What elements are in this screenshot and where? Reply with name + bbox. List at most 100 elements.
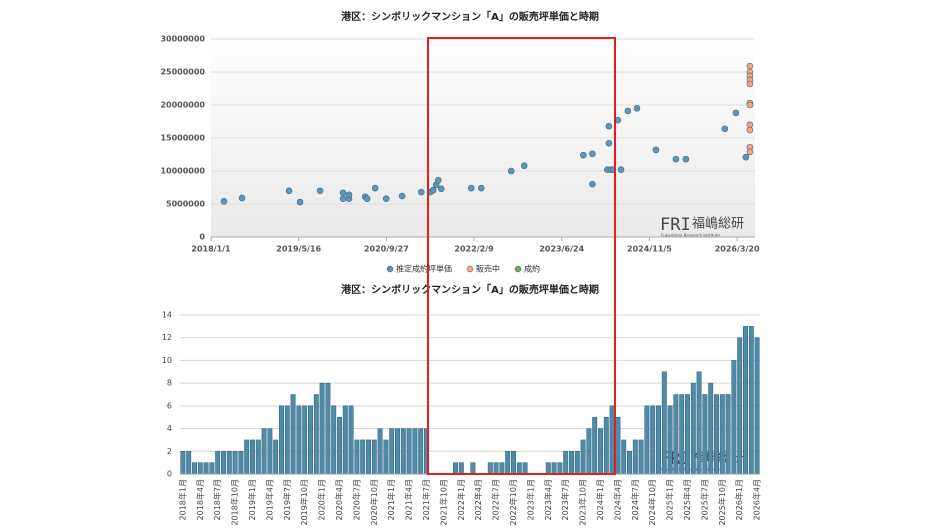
x-tick-label: 2019年7月 xyxy=(282,479,292,520)
x-tick-label: 2018年4月 xyxy=(195,479,205,520)
bar xyxy=(192,462,197,475)
bar xyxy=(650,405,656,475)
y-tick-label: 10000000 xyxy=(160,167,205,176)
bar xyxy=(487,462,493,475)
x-tick-label: 2021年7月 xyxy=(421,479,431,520)
bar xyxy=(714,394,719,475)
scatter-point xyxy=(316,187,324,195)
x-tick-label: 2025年7月 xyxy=(699,479,709,520)
bar xyxy=(615,416,621,475)
scatter-point xyxy=(417,188,425,196)
scatter-point xyxy=(238,194,246,202)
scatter-point xyxy=(624,107,632,115)
bar xyxy=(348,405,354,475)
bar xyxy=(180,451,186,475)
y-tick-label: 30000000 xyxy=(160,35,205,44)
bar xyxy=(400,428,406,475)
bar xyxy=(244,439,250,475)
bar xyxy=(545,462,551,475)
y-tick-label: 0 xyxy=(167,470,172,479)
bar xyxy=(493,462,499,475)
scatter-point xyxy=(437,185,445,193)
bar xyxy=(261,428,267,475)
bar xyxy=(580,439,586,475)
legend-marker xyxy=(386,265,394,273)
scatter-point xyxy=(477,184,485,192)
x-tick-label: 2020年4月 xyxy=(334,479,344,520)
scatter-point xyxy=(605,122,613,130)
bar xyxy=(656,405,661,475)
bar xyxy=(748,326,754,475)
bar xyxy=(319,382,325,475)
scatter-point xyxy=(398,192,406,200)
scatter-point xyxy=(746,62,754,70)
scatter-point xyxy=(296,198,304,206)
bar xyxy=(209,462,215,475)
scatter-point xyxy=(345,191,353,199)
bar xyxy=(592,416,598,475)
scatter-point xyxy=(363,195,371,203)
bar xyxy=(360,439,366,475)
x-tick-label: 2018/1/1 xyxy=(191,245,231,254)
scatter-point xyxy=(507,167,515,175)
x-tick-label: 2021年1月 xyxy=(386,479,396,520)
bar xyxy=(499,462,505,475)
watermark-sub: Fukushima Research Institute xyxy=(661,467,720,472)
scatter-point xyxy=(520,162,528,170)
bar xyxy=(702,394,708,475)
y-tick-label: 6 xyxy=(167,401,172,410)
watermark-logo: FRI xyxy=(660,215,691,235)
x-tick-label: 2020年7月 xyxy=(351,479,361,520)
bar xyxy=(279,405,284,475)
bar xyxy=(673,394,679,475)
x-tick-label: 2018年1月 xyxy=(177,479,187,520)
bar xyxy=(418,428,424,475)
y-tick-label: 15000000 xyxy=(160,134,205,143)
x-tick-label: 2022年4月 xyxy=(473,479,483,520)
bar xyxy=(313,394,319,475)
x-tick-label: 2024年10月 xyxy=(647,479,657,526)
bar xyxy=(743,326,748,475)
bar xyxy=(609,405,615,475)
bar xyxy=(638,439,644,475)
bar xyxy=(395,428,400,475)
bar xyxy=(685,394,690,475)
bar xyxy=(644,405,650,475)
bar xyxy=(621,439,627,475)
y-tick-label: 4 xyxy=(167,424,172,433)
x-tick-label: 2019年4月 xyxy=(264,479,274,520)
bar xyxy=(238,451,244,475)
watermark-sub: Fukushima Research Institute xyxy=(661,233,720,238)
x-tick-label: 2024/11/5 xyxy=(627,245,672,254)
bar xyxy=(719,394,725,475)
x-tick-label: 2022年1月 xyxy=(456,479,466,520)
x-tick-label: 2025年10月 xyxy=(717,479,727,526)
scatter-point xyxy=(605,139,613,147)
scatter-point xyxy=(617,166,625,173)
x-tick-label: 2018年10月 xyxy=(230,479,240,526)
scatter-point xyxy=(682,155,690,163)
bar xyxy=(366,439,371,475)
x-tick-label: 2026/3/20 xyxy=(715,245,760,254)
y-tick-label: 5000000 xyxy=(166,200,205,209)
scatter-point xyxy=(382,195,390,203)
scatter-point xyxy=(339,189,347,197)
x-tick-label: 2024年4月 xyxy=(612,479,622,520)
bar xyxy=(737,337,743,475)
bar xyxy=(754,337,760,475)
bar xyxy=(215,451,221,475)
scatter-point xyxy=(746,126,754,134)
bar xyxy=(371,439,377,475)
legend-label: 成約 xyxy=(524,264,540,274)
bar xyxy=(569,451,574,475)
bar xyxy=(458,462,464,475)
bar xyxy=(342,405,348,475)
y-tick-label: 12 xyxy=(162,333,172,342)
x-tick-label: 2023/6/24 xyxy=(539,245,584,254)
x-tick-label: 2022/2/9 xyxy=(454,245,494,254)
legend-label: 推定成約坪単価 xyxy=(396,264,452,274)
bar xyxy=(337,416,342,475)
scatter-point xyxy=(467,184,475,192)
bar xyxy=(354,439,360,475)
bar xyxy=(389,428,395,475)
